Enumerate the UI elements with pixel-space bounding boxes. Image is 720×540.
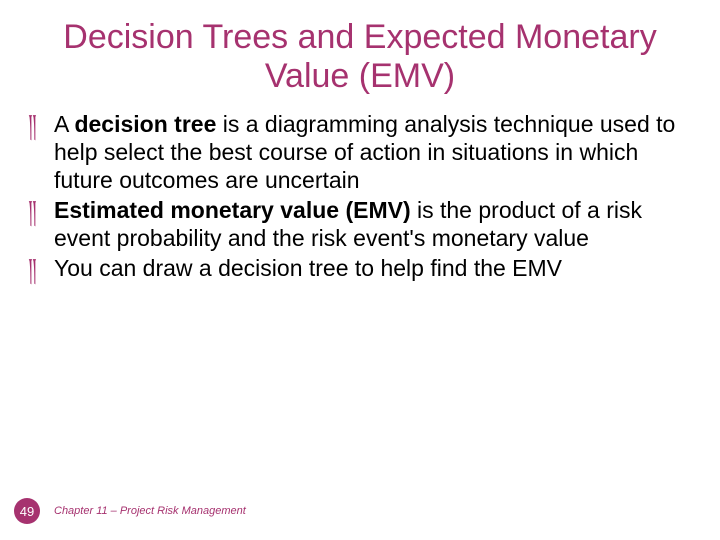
bullet-text: You can draw a decision tree to help fin… bbox=[54, 255, 562, 281]
bullet-text: A decision tree is a diagramming analysi… bbox=[54, 111, 675, 193]
page-number-badge: 49 bbox=[14, 498, 40, 524]
bullet-bold: Estimated monetary value (EMV) bbox=[54, 197, 411, 223]
bullet-item: ༎ Estimated monetary value (EMV) is the … bbox=[28, 196, 692, 252]
bullet-item: ༎ You can draw a decision tree to help f… bbox=[28, 254, 692, 282]
bullet-rest: You can draw a decision tree to help fin… bbox=[54, 255, 562, 281]
bullet-prefix: A bbox=[54, 111, 74, 137]
bullet-glyph-icon: ༎ bbox=[28, 254, 37, 280]
slide: Decision Trees and Expected Monetary Val… bbox=[0, 0, 720, 540]
slide-title: Decision Trees and Expected Monetary Val… bbox=[28, 18, 692, 96]
bullet-glyph-icon: ༎ bbox=[28, 196, 37, 222]
bullet-bold: decision tree bbox=[74, 111, 216, 137]
bullet-text: Estimated monetary value (EMV) is the pr… bbox=[54, 197, 642, 251]
bullet-glyph-icon: ༎ bbox=[28, 110, 37, 136]
bullet-item: ༎ A decision tree is a diagramming analy… bbox=[28, 110, 692, 194]
slide-footer: 49 Chapter 11 – Project Risk Management bbox=[14, 498, 246, 524]
slide-body: ༎ A decision tree is a diagramming analy… bbox=[28, 110, 692, 282]
footer-chapter-text: Chapter 11 – Project Risk Management bbox=[54, 505, 246, 517]
